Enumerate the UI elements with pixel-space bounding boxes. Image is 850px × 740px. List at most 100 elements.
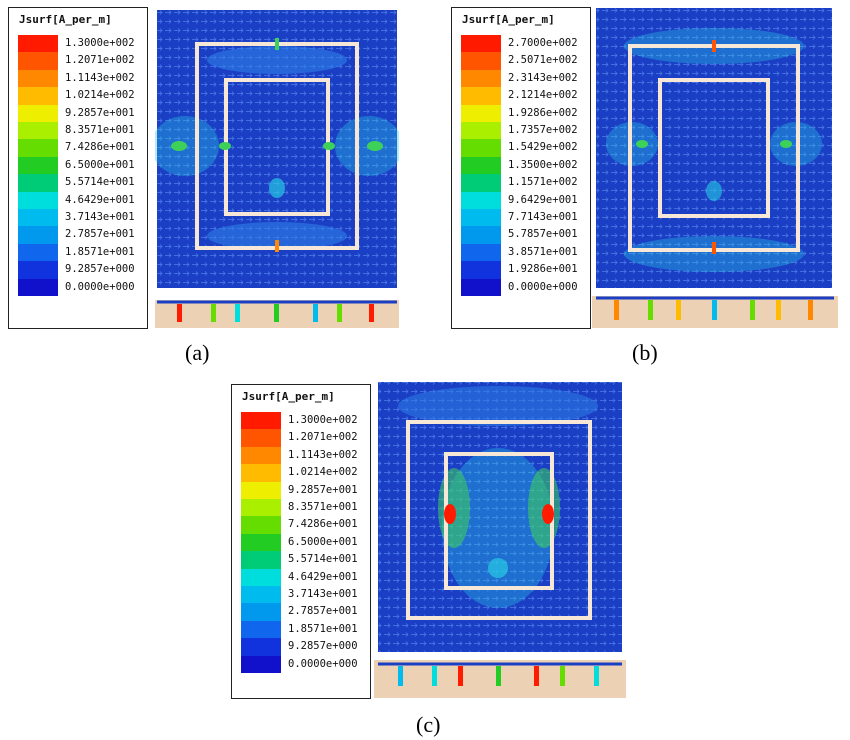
legend-title: Jsurf[A_per_m]: [242, 390, 335, 403]
colorbar-tick-label: 7.7143e+001: [508, 211, 578, 223]
color-swatch: [241, 446, 281, 465]
colorbar-tick-label: 1.8571e+001: [288, 622, 358, 635]
color-swatch: [18, 278, 58, 297]
colorbar-legend-b: Jsurf[A_per_m] 2.7000e+002 2.5071e+002 2.3…: [451, 7, 591, 329]
colorbar-tick-label: 4.6429e+001: [288, 570, 358, 583]
color-swatch: [241, 499, 281, 517]
colorbar-tick-label: 4.6429e+001: [65, 193, 135, 206]
colorbar-tick-label: 0.0000e+000: [65, 280, 135, 293]
color-swatch: [241, 533, 281, 552]
color-swatch: [241, 412, 281, 430]
colorbar-tick-label: 1.0214e+002: [288, 466, 358, 479]
colorbar-tick-label: 7.4286e+001: [288, 518, 358, 531]
color-swatch: [18, 261, 58, 280]
color-swatch: [241, 586, 281, 604]
color-swatch: [461, 104, 501, 123]
legend-title: Jsurf[A_per_m]: [19, 13, 112, 26]
caption-a: (a): [185, 340, 210, 365]
colorbar-tick-label: 9.2857e+001: [288, 483, 358, 496]
caption-c: (c): [416, 712, 441, 737]
colorbar-tick-label: 1.1143e+002: [288, 448, 358, 461]
colorbar-tick-label: 1.0214e+002: [65, 89, 135, 102]
colorbar-tick-label: 1.9286e+001: [508, 263, 578, 276]
colorbar-tick-label: 1.5429e+002: [508, 141, 578, 154]
color-swatch: [241, 620, 281, 639]
color-swatch: [18, 69, 58, 88]
color-swatch: [18, 209, 58, 227]
colorbar-tick-label: 5.7857e+001: [508, 228, 578, 241]
colorbar-tick-label: 8.3571e+001: [65, 124, 135, 136]
color-swatch: [18, 104, 58, 123]
colorbar-tick-label: 1.1143e+002: [65, 71, 135, 84]
colorbar-tick-label: 9.2857e+001: [65, 106, 135, 119]
colorbar-tick-label: 0.0000e+000: [288, 657, 358, 670]
color-swatch: [241, 603, 281, 622]
colorbar-tick-label: 1.7357e+002: [508, 124, 578, 136]
color-swatch: [18, 87, 58, 106]
color-swatch: [241, 568, 281, 587]
color-swatch: [18, 191, 58, 210]
colorbar-legend-a: Jsurf[A_per_m] 1.3000e+002 1.2071e+002 1.1…: [8, 7, 148, 329]
colorbar-tick-label: 5.5714e+001: [65, 176, 135, 189]
colorbar-tick-label: 3.7143e+001: [65, 211, 135, 223]
color-swatch: [241, 638, 281, 657]
colorbar-tick-label: 3.8571e+001: [508, 245, 578, 258]
color-swatch: [241, 429, 281, 448]
color-swatch: [461, 278, 501, 297]
colorbar-tick-label: 2.7857e+001: [288, 605, 358, 618]
color-swatch: [461, 156, 501, 175]
color-swatch: [18, 139, 58, 158]
color-swatch: [461, 243, 501, 262]
color-swatch: [241, 464, 281, 483]
colorbar-tick-label: 7.4286e+001: [65, 141, 135, 154]
caption-b: (b): [632, 340, 658, 365]
color-swatch: [18, 243, 58, 262]
colorbar-tick-label: 9.6429e+001: [508, 193, 578, 206]
colorbar-tick-label: 1.3500e+002: [508, 158, 578, 171]
colorbar-tick-label: 2.1214e+002: [508, 89, 578, 102]
color-swatch: [18, 35, 58, 53]
colorbar-legend-c: Jsurf[A_per_m] 1.3000e+002 1.2071e+002 1.1…: [231, 384, 371, 699]
color-swatch: [18, 52, 58, 71]
colorbar-tick-label: 2.7000e+002: [508, 37, 578, 49]
colorbar-tick-label: 8.3571e+001: [288, 501, 358, 513]
color-swatch: [241, 481, 281, 500]
colorbar-tick-label: 2.5071e+002: [508, 54, 578, 67]
color-swatch: [461, 52, 501, 71]
colorbar-tick-label: 0.0000e+000: [508, 280, 578, 293]
color-swatch: [18, 122, 58, 140]
color-swatch: [18, 174, 58, 193]
color-swatch: [461, 174, 501, 193]
color-swatch: [461, 87, 501, 106]
colorbar-tick-label: 1.1571e+002: [508, 176, 578, 189]
colorbar-tick-label: 9.2857e+000: [288, 640, 358, 653]
colorbar-tick-label: 1.3000e+002: [288, 414, 358, 426]
colorbar-tick-label: 9.2857e+000: [65, 263, 135, 276]
color-swatch: [18, 156, 58, 175]
colorbar-tick-label: 6.5000e+001: [288, 535, 358, 548]
color-swatch: [461, 139, 501, 158]
color-swatch: [241, 551, 281, 570]
colorbar-tick-label: 2.3143e+002: [508, 71, 578, 84]
color-swatch: [18, 226, 58, 245]
current-density-plot-a: [155, 10, 399, 328]
color-swatch: [461, 69, 501, 88]
colorbar-tick-label: 1.2071e+002: [65, 54, 135, 67]
color-swatch: [241, 516, 281, 535]
colorbar-tick-label: 3.7143e+001: [288, 588, 358, 600]
colorbar-tick-label: 1.3000e+002: [65, 37, 135, 49]
current-density-plot-b: [592, 8, 838, 328]
colorbar-tick-label: 2.7857e+001: [65, 228, 135, 241]
colorbar-tick-label: 6.5000e+001: [65, 158, 135, 171]
color-swatch: [241, 655, 281, 674]
color-swatch: [461, 261, 501, 280]
color-swatch: [461, 226, 501, 245]
current-density-plot-c: [374, 382, 626, 698]
colorbar-tick-label: 5.5714e+001: [288, 553, 358, 566]
color-swatch: [461, 122, 501, 140]
colorbar-tick-label: 1.2071e+002: [288, 431, 358, 444]
legend-title: Jsurf[A_per_m]: [462, 13, 555, 26]
color-swatch: [461, 191, 501, 210]
colorbar-tick-label: 1.8571e+001: [65, 245, 135, 258]
color-swatch: [461, 35, 501, 53]
